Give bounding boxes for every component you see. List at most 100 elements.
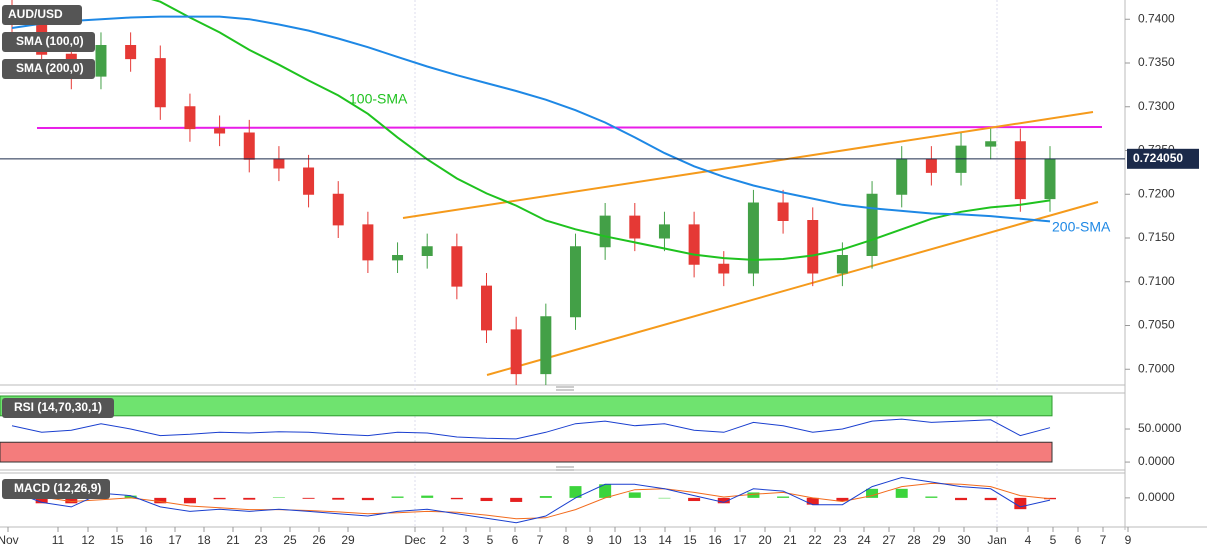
x-tick-label: 30 xyxy=(957,533,971,547)
macd-histogram-bar xyxy=(717,497,730,504)
candle-body xyxy=(332,193,344,226)
y-tick-label: 0.7350 xyxy=(1138,55,1175,69)
signal-line xyxy=(11,482,1051,520)
legend-entry: SMA (200,0) xyxy=(16,61,84,75)
macd-panel xyxy=(6,476,1056,524)
candle-body xyxy=(303,167,315,195)
x-tick-label: 23 xyxy=(833,533,847,547)
candle-body xyxy=(184,106,196,130)
y-tick-label: 0.7400 xyxy=(1138,11,1175,25)
macd-tick-label: 0.0000 xyxy=(1138,490,1175,504)
x-tick-label: 7 xyxy=(1100,533,1107,547)
x-tick-label: 17 xyxy=(168,533,182,547)
x-tick-label: 6 xyxy=(512,533,519,547)
macd-histogram-bar xyxy=(628,492,641,498)
x-tick-label: 7 xyxy=(537,533,544,547)
rsi-tick-label: 0.0000 xyxy=(1138,454,1175,468)
macd-histogram-bar xyxy=(480,497,493,502)
overbought-band xyxy=(0,395,1053,417)
x-tick-label: 5 xyxy=(1050,533,1057,547)
macd-label: MACD (12,26,9) xyxy=(14,481,101,495)
candle-body xyxy=(95,45,107,77)
x-tick-label: 27 xyxy=(882,533,896,547)
macd-histogram-bar xyxy=(243,497,256,500)
macd-histogram-bar xyxy=(984,497,997,501)
candle-body xyxy=(866,193,878,256)
candle-body xyxy=(925,158,937,173)
price-panel xyxy=(6,0,1103,385)
x-tick-label: 15 xyxy=(683,533,697,547)
macd-histogram-bar xyxy=(154,497,167,504)
last-price-label: 0.724050 xyxy=(1133,151,1183,165)
y-tick-label: 0.7000 xyxy=(1138,361,1175,375)
macd-histogram-bar xyxy=(777,496,790,498)
x-tick-label: 8 xyxy=(563,533,570,547)
rsi-tick-label: 50.0000 xyxy=(1138,421,1182,435)
macd-line xyxy=(11,476,1051,524)
macd-histogram-bar xyxy=(361,497,374,501)
candle-body xyxy=(629,215,641,239)
x-tick-label: 17 xyxy=(733,533,747,547)
macd-histogram-bar xyxy=(836,497,849,502)
candle-body xyxy=(658,224,670,239)
x-tick-label: 16 xyxy=(708,533,722,547)
candle-body xyxy=(510,329,522,375)
candle-body xyxy=(273,158,285,169)
macd-histogram-bar xyxy=(272,497,285,498)
channel-top xyxy=(402,111,1094,219)
candle-body xyxy=(1014,141,1026,200)
x-tick-label: 10 xyxy=(608,533,622,547)
x-tick-label: 16 xyxy=(139,533,153,547)
rsi-label: RSI (14,70,30,1) xyxy=(14,400,102,414)
candle-body xyxy=(421,246,433,256)
x-tick-label: 4 xyxy=(1025,533,1032,547)
candle-body xyxy=(985,141,997,147)
candle-body xyxy=(747,202,759,274)
x-tick-label: 9 xyxy=(1125,533,1132,547)
macd-histogram-bar xyxy=(955,497,968,501)
x-tick-label: 29 xyxy=(341,533,355,547)
macd-histogram-bar xyxy=(332,497,345,500)
x-tick-label: Jan xyxy=(987,533,1006,547)
y-tick-label: 0.7050 xyxy=(1138,318,1175,332)
candle-body xyxy=(1044,158,1056,200)
candle-body xyxy=(599,215,611,248)
macd-histogram-bar xyxy=(925,496,938,498)
macd-histogram-bar xyxy=(213,497,226,500)
macd-histogram-bar xyxy=(510,497,523,502)
x-tick-label: Nov xyxy=(0,533,19,547)
macd-histogram-bar xyxy=(183,497,196,504)
x-tick-label: 12 xyxy=(81,533,95,547)
x-tick-label: 25 xyxy=(283,533,297,547)
x-tick-label: 2 xyxy=(440,533,447,547)
legend-box xyxy=(2,59,95,79)
candle-body xyxy=(718,263,730,274)
candle-body xyxy=(243,132,255,160)
x-tick-label: 24 xyxy=(857,533,871,547)
candle-body xyxy=(807,220,819,274)
y-tick-label: 0.7150 xyxy=(1138,230,1175,244)
legend-entry: SMA (100,0) xyxy=(16,34,84,48)
macd-histogram-bar xyxy=(1014,497,1027,510)
y-tick-label: 0.7200 xyxy=(1138,186,1175,200)
channel-bottom xyxy=(486,201,1099,376)
x-tick-label: 13 xyxy=(633,533,647,547)
macd-histogram-bar xyxy=(806,497,819,505)
x-tick-label: 29 xyxy=(932,533,946,547)
macd-histogram-bar xyxy=(895,488,908,498)
x-tick-label: 9 xyxy=(587,533,594,547)
macd-histogram-bar xyxy=(391,496,404,498)
legend-box xyxy=(2,32,95,52)
macd-histogram-bar xyxy=(65,497,78,504)
sma-annotation: 100-SMA xyxy=(349,91,408,107)
macd-histogram-bar xyxy=(421,495,434,498)
x-tick-label: 21 xyxy=(783,533,797,547)
legend-box xyxy=(2,479,110,499)
candle-body xyxy=(214,128,226,134)
overlay: AUD/USD SMA (100,0) SMA (200,0) RSI (14,… xyxy=(2,5,114,499)
macd-histogram-bar xyxy=(658,497,671,499)
candle-body xyxy=(777,202,789,221)
x-tick-label: 14 xyxy=(658,533,672,547)
macd-histogram-bar xyxy=(866,488,879,498)
